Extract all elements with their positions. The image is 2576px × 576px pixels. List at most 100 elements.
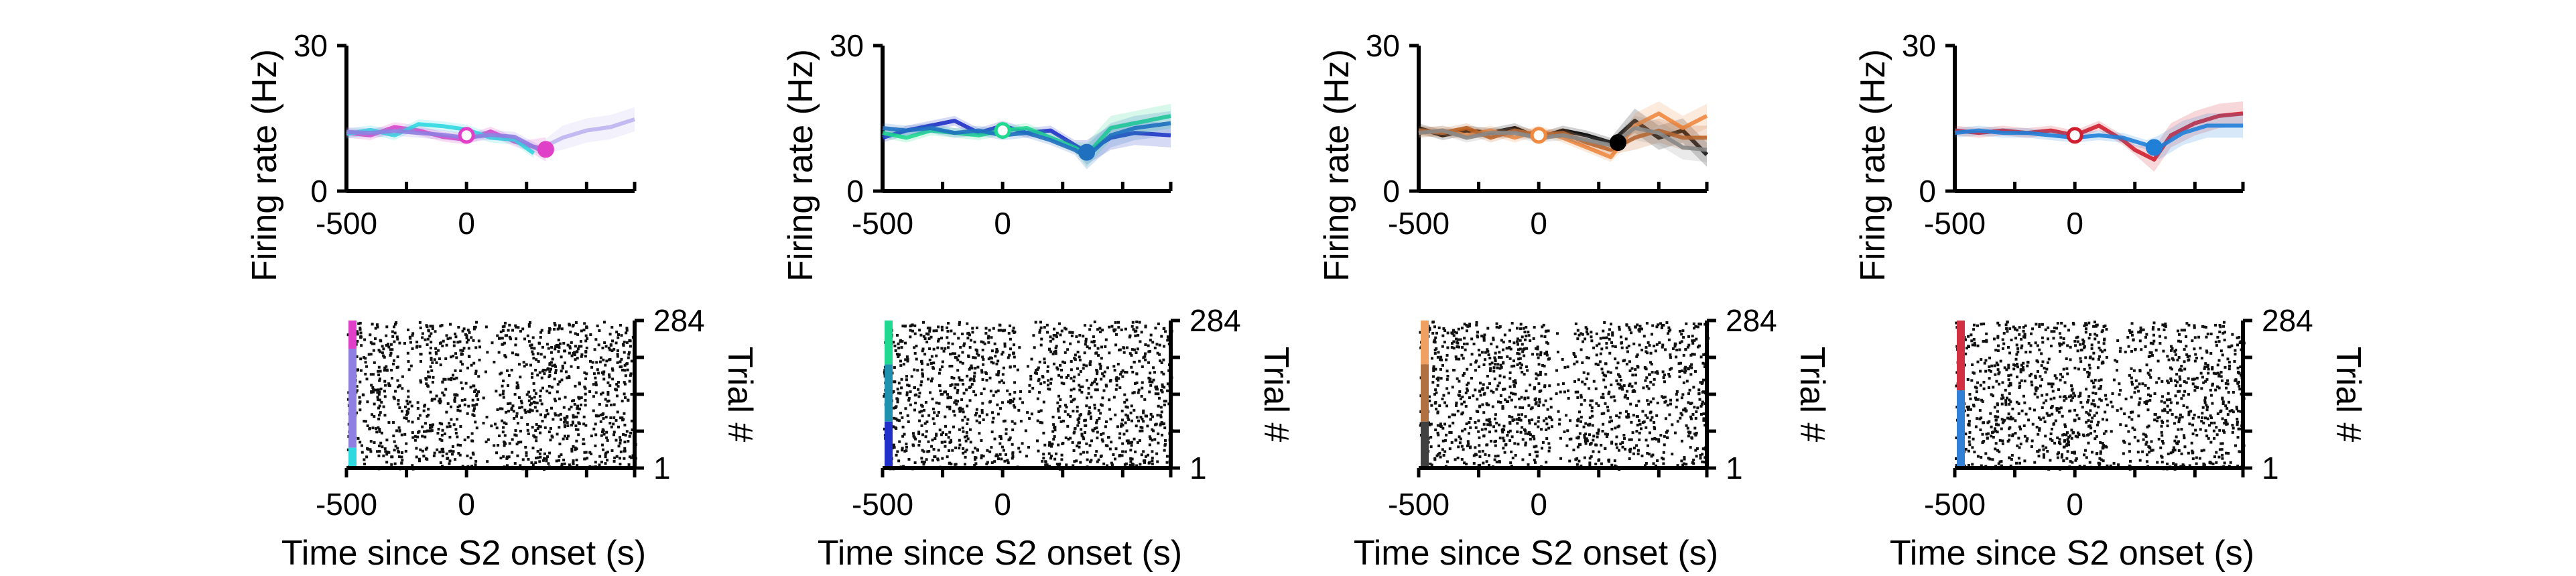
spike	[1994, 373, 1997, 376]
spike	[1076, 406, 1079, 409]
spike	[404, 449, 407, 453]
spike	[2006, 440, 2010, 443]
spike	[1009, 401, 1012, 404]
spike	[472, 453, 475, 456]
spike	[1520, 413, 1523, 416]
spike	[1156, 460, 1159, 463]
spike	[615, 439, 618, 442]
spike	[956, 383, 960, 386]
spike	[430, 398, 434, 401]
spike	[1548, 384, 1551, 388]
spike	[452, 344, 456, 347]
spike	[1653, 420, 1656, 424]
spike	[2239, 410, 2242, 413]
spike	[2014, 357, 2018, 361]
spike	[2221, 400, 2225, 404]
spike	[387, 345, 391, 349]
spike	[582, 438, 585, 441]
spike	[1536, 345, 1539, 349]
spike	[2004, 403, 2008, 406]
spike	[513, 462, 517, 465]
spike	[2223, 461, 2226, 465]
spike	[1525, 335, 1528, 338]
spike	[508, 335, 511, 339]
spike	[1525, 390, 1528, 393]
spike	[1531, 435, 1535, 438]
spike	[2092, 351, 2096, 355]
spike	[892, 341, 895, 344]
spike	[902, 363, 905, 366]
spike	[1548, 446, 1551, 449]
series-band	[883, 111, 1171, 170]
spike	[1506, 434, 1509, 437]
spike	[1482, 363, 1486, 366]
spike	[2042, 416, 2045, 420]
spike	[1508, 329, 1512, 332]
spike	[1021, 442, 1024, 445]
spike	[1695, 455, 1698, 458]
spike	[1682, 381, 1685, 384]
spike	[375, 427, 378, 430]
spike	[2218, 323, 2221, 327]
spike	[411, 332, 415, 335]
spike	[1663, 396, 1667, 399]
spike	[1016, 368, 1019, 371]
spike	[550, 351, 553, 354]
spike	[1460, 458, 1464, 461]
spike	[1632, 452, 1635, 455]
spike	[2096, 334, 2099, 337]
spike	[1499, 363, 1502, 367]
spike	[1502, 424, 1506, 428]
spike	[947, 436, 950, 439]
spike	[1494, 455, 1497, 458]
spike	[2145, 333, 2148, 336]
spike	[1160, 361, 1163, 365]
spike	[1076, 418, 1080, 421]
spike	[2227, 391, 2230, 394]
spike	[1463, 323, 1466, 326]
spike	[1465, 323, 1468, 327]
spike	[899, 364, 903, 367]
spike	[1693, 327, 1696, 330]
spike	[1461, 429, 1464, 433]
spike	[1702, 418, 1705, 422]
spike	[601, 391, 604, 394]
spike	[2193, 389, 2197, 392]
spike	[442, 378, 446, 381]
spike	[972, 375, 976, 378]
spike	[2201, 412, 2204, 415]
spike	[550, 345, 554, 349]
spike	[556, 327, 560, 331]
spike	[1655, 370, 1659, 373]
spike	[1080, 434, 1084, 437]
spike	[1994, 429, 1998, 433]
spike	[1006, 389, 1009, 392]
spike	[921, 375, 925, 378]
spike	[372, 388, 375, 392]
spike	[443, 432, 446, 435]
spike	[1602, 373, 1606, 377]
spike	[1595, 344, 1598, 347]
spike	[1114, 413, 1117, 416]
spike	[1508, 346, 1511, 349]
spike	[1964, 433, 1968, 436]
spike	[441, 450, 444, 453]
y-tick-label: 0	[846, 174, 864, 209]
spike	[1578, 432, 1582, 435]
spike	[1973, 451, 1976, 454]
spike	[1974, 343, 1977, 347]
spike	[924, 435, 927, 439]
spike	[2010, 338, 2013, 341]
spike	[442, 339, 445, 343]
spike	[2157, 437, 2161, 441]
spike	[1099, 367, 1102, 370]
spike	[424, 377, 428, 380]
spike	[1689, 417, 1693, 420]
spike	[616, 349, 619, 352]
spike	[1510, 365, 1514, 368]
spike	[548, 363, 552, 366]
spike	[510, 406, 513, 410]
spike	[554, 323, 557, 327]
spike	[357, 322, 361, 325]
spike	[538, 371, 541, 374]
